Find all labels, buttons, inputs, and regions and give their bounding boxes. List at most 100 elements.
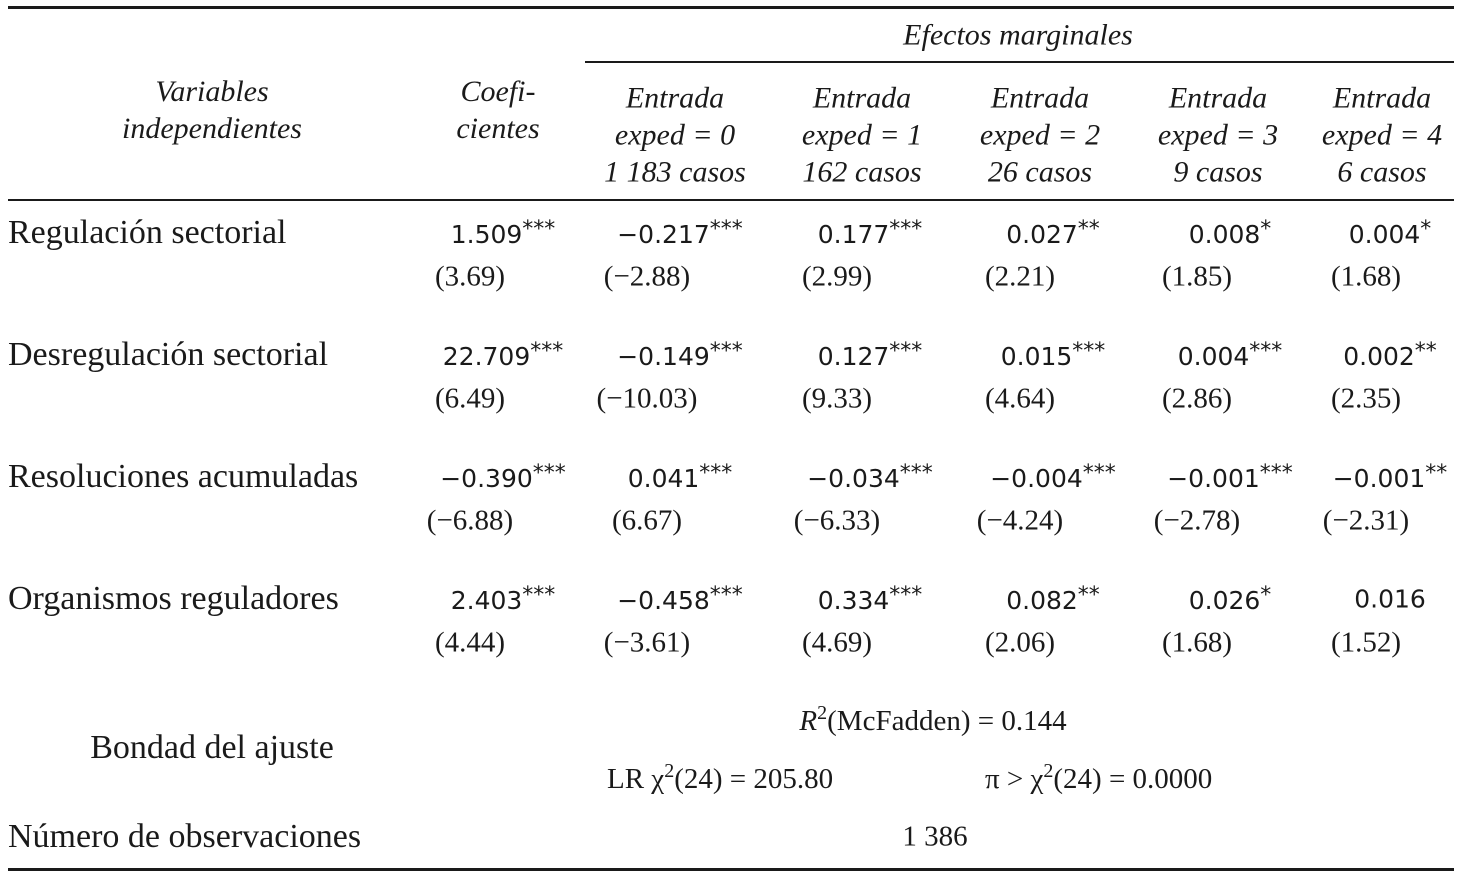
cell-value: 0.041*** bbox=[628, 461, 733, 493]
observations-value: 1 386 bbox=[902, 820, 968, 853]
significance-stars: *** bbox=[1259, 461, 1293, 486]
cell-value: 22.709*** bbox=[443, 339, 563, 371]
coefficient: −0.001 bbox=[1332, 464, 1426, 493]
row-label: Resoluciones acumuladas bbox=[8, 458, 359, 495]
header-line: Entrada bbox=[1168, 81, 1268, 115]
coefficient: −0.149 bbox=[617, 342, 710, 371]
cell-value: −0.001*** bbox=[1167, 461, 1293, 493]
significance-stars: *** bbox=[1249, 339, 1283, 364]
significance-stars: * bbox=[1260, 217, 1272, 242]
header-line: 6 casos bbox=[1337, 155, 1427, 189]
fit-value: (McFadden) = 0.144 bbox=[827, 704, 1067, 737]
header-line: Entrada bbox=[625, 81, 725, 115]
bottom-rule bbox=[8, 868, 1454, 871]
t-statistic: (1.52) bbox=[1330, 626, 1402, 659]
coefficient: −0.217 bbox=[617, 220, 710, 249]
header-line: cientes bbox=[456, 112, 540, 145]
significance-stars: ** bbox=[1425, 461, 1448, 486]
header-line: exped = 2 bbox=[979, 118, 1101, 152]
cell-value: 0.004* bbox=[1349, 217, 1432, 249]
header-line: 26 casos bbox=[987, 155, 1093, 189]
t-statistic: (−3.61) bbox=[603, 626, 691, 659]
coefficient: 0.334 bbox=[817, 586, 890, 615]
t-statistic: (1.68) bbox=[1161, 626, 1233, 659]
coefficient: 0.004 bbox=[1177, 342, 1250, 371]
column-header: Entrada exped = 2 26 casos bbox=[980, 80, 1100, 191]
cell-value: −0.004*** bbox=[990, 461, 1116, 493]
t-statistic: (2.99) bbox=[801, 260, 873, 293]
t-statistic: (3.69) bbox=[434, 260, 506, 293]
fit-symbol: R bbox=[799, 704, 818, 737]
group-header: Efectos marginales bbox=[903, 18, 1133, 52]
cell-value: −0.217*** bbox=[617, 217, 743, 249]
header-line: 9 casos bbox=[1173, 155, 1263, 189]
cell-value: 0.177*** bbox=[818, 217, 923, 249]
fit-label: Bondad del ajuste bbox=[90, 729, 334, 766]
cell-value: −0.390*** bbox=[440, 461, 566, 493]
coefficient: −0.004 bbox=[990, 464, 1083, 493]
t-statistic: (−6.88) bbox=[426, 504, 514, 537]
t-statistic: (2.06) bbox=[984, 626, 1056, 659]
cell-value: −0.149*** bbox=[617, 339, 743, 371]
coefficient: 0.026 bbox=[1188, 586, 1261, 615]
cell-value: −0.001** bbox=[1333, 461, 1448, 493]
t-statistic: (1.68) bbox=[1330, 260, 1402, 293]
fit-stat: R2(McFadden) = 0.144 bbox=[799, 702, 1066, 738]
header-line: Entrada bbox=[990, 81, 1090, 115]
group-rule bbox=[585, 61, 1454, 63]
t-statistic: (2.86) bbox=[1161, 382, 1233, 415]
significance-stars: *** bbox=[1072, 339, 1106, 364]
t-statistic: (2.21) bbox=[984, 260, 1056, 293]
coefficient: −0.001 bbox=[1167, 464, 1260, 493]
coefficient: −0.034 bbox=[807, 464, 900, 493]
header-rule bbox=[8, 199, 1454, 201]
header-line: exped = 0 bbox=[614, 118, 736, 152]
column-header: Coefi-cientes bbox=[456, 73, 539, 147]
cell-value: 0.026* bbox=[1189, 583, 1272, 615]
coefficient: 0.015 bbox=[1000, 342, 1073, 371]
t-statistic: (−2.78) bbox=[1153, 504, 1241, 537]
header-line: Entrada bbox=[812, 81, 912, 115]
significance-stars: *** bbox=[709, 583, 743, 608]
significance-stars: *** bbox=[530, 339, 564, 364]
significance-stars: * bbox=[1420, 217, 1432, 242]
significance-stars: *** bbox=[889, 583, 923, 608]
t-statistic: (−2.31) bbox=[1322, 504, 1410, 537]
significance-stars: ** bbox=[1077, 217, 1100, 242]
significance-stars: ** bbox=[1414, 339, 1437, 364]
superscript: 2 bbox=[817, 702, 828, 725]
cell-value: 0.008* bbox=[1189, 217, 1272, 249]
coefficient: 1.509 bbox=[450, 220, 523, 249]
coefficient: 0.002 bbox=[1343, 342, 1415, 371]
fit-value: (24) = 205.80 bbox=[674, 762, 834, 795]
t-statistic: (−2.88) bbox=[603, 260, 691, 293]
cell-value: 0.127*** bbox=[818, 339, 923, 371]
observations-label: Número de observaciones bbox=[8, 818, 362, 855]
header-line: independientes bbox=[122, 112, 302, 145]
t-statistic: (6.49) bbox=[434, 382, 506, 415]
row-label: Regulación sectorial bbox=[8, 214, 287, 251]
significance-stars: *** bbox=[532, 461, 566, 486]
coefficient: 0.082 bbox=[1006, 586, 1078, 615]
superscript: 2 bbox=[1043, 760, 1054, 783]
cell-value: 0.082** bbox=[1006, 583, 1100, 615]
header-line: exped = 1 bbox=[801, 118, 923, 152]
coefficient: 0.041 bbox=[627, 464, 700, 493]
t-statistic: (4.64) bbox=[984, 382, 1056, 415]
coefficient: −0.458 bbox=[617, 586, 710, 615]
cell-value: 0.004*** bbox=[1178, 339, 1283, 371]
cell-value: 1.509*** bbox=[451, 217, 556, 249]
top-rule bbox=[8, 6, 1454, 9]
t-statistic: (4.44) bbox=[434, 626, 506, 659]
t-statistic: (4.69) bbox=[801, 626, 873, 659]
significance-stars: * bbox=[1260, 583, 1272, 608]
coefficient: 0.004 bbox=[1348, 220, 1421, 249]
coefficient: 0.008 bbox=[1188, 220, 1261, 249]
cell-value: 0.027** bbox=[1006, 217, 1100, 249]
significance-stars: *** bbox=[709, 339, 743, 364]
cell-value: 0.015*** bbox=[1001, 339, 1106, 371]
column-header: Entrada exped = 1 162 casos bbox=[802, 80, 922, 191]
significance-stars: *** bbox=[889, 217, 923, 242]
